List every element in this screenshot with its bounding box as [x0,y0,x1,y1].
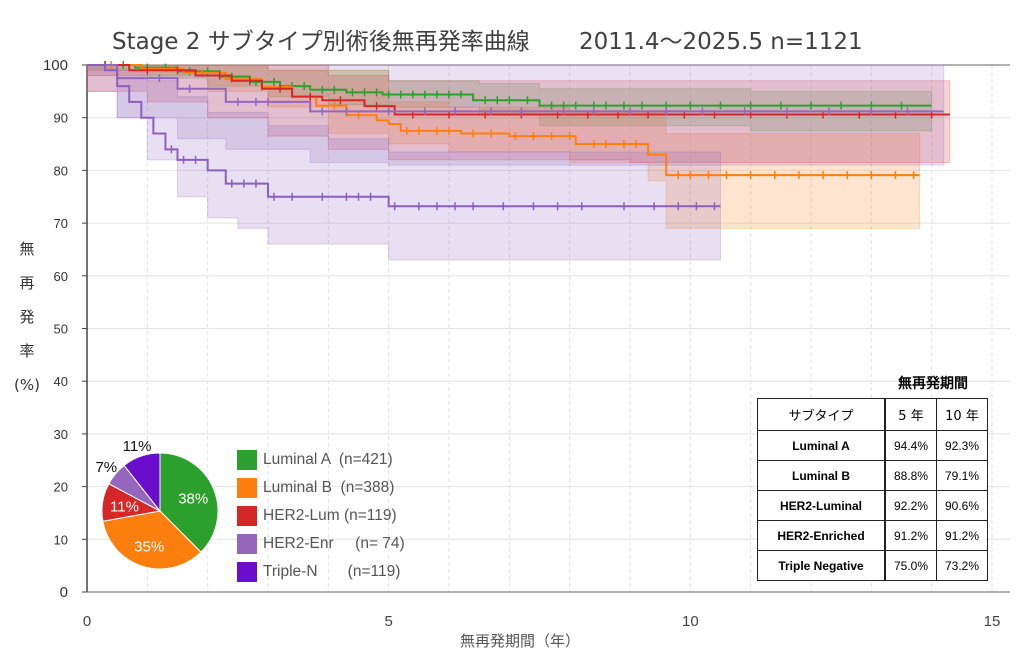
row-5yr: 94.4% [884,430,937,461]
legend-item: HER2-Lum (n=119) [237,502,405,530]
table-row: HER2-Enriched 91.2% 91.2% [757,520,988,551]
row-5yr: 88.8% [884,460,937,491]
y-label-char: 発 [19,308,35,326]
row-5yr: 75.0% [884,550,937,581]
row-subtype: Luminal A [757,430,886,461]
y-tick-label: 30 [54,427,68,442]
chart-title: Stage 2 サブタイプ別術後無再発率曲線 2011.4〜2025.5 n=1… [112,22,863,56]
header-5yr: 5 年 [884,398,937,431]
row-10yr: 92.3% [936,430,988,461]
pie-slice-luminal-a [159,452,219,553]
header-subtype: サブタイプ [757,398,886,431]
row-10yr: 79.1% [936,460,988,491]
km-curve-luminal-b [87,64,920,177]
title-text: Stage 2 サブタイプ別術後無再発率曲線 [112,29,530,55]
y-tick-label: 0 [60,584,68,601]
km-curve-her2-lum [87,64,950,116]
table-row: Triple Negative 75.0% 73.2% [757,550,988,581]
legend-swatch [237,506,257,526]
y-tick-label: 10 [54,532,68,547]
pie-slice-luminal-b [102,510,202,570]
table-row: Luminal A 94.4% 92.3% [757,430,988,461]
row-subtype: HER2-Luminal [757,490,886,521]
legend-label: Luminal A (n=421) [263,451,393,468]
ci-band-luminal-b [86,64,921,229]
legend-label: Triple-N (n=119) [263,563,401,580]
table-row: Luminal B 88.8% 79.1% [757,460,988,491]
pie-label: 38% [178,490,208,507]
y-axis-label: 無 再 発 率 (%) [14,232,40,402]
row-10yr: 90.6% [936,490,988,521]
y-tick-label: 80 [54,163,68,178]
legend-swatch [237,534,257,554]
y-tick-label: 100 [43,57,68,74]
legend-swatch [237,478,257,498]
y-tick-label: 90 [54,111,68,126]
pie-label: 7% [95,459,117,476]
y-label-char: 再 [19,274,35,292]
table-title: 無再発期間 [898,376,968,392]
y-label-char: (%) [14,376,40,394]
table-row: HER2-Luminal 92.2% 90.6% [757,490,988,521]
legend-label: HER2-Enr (n= 74) [263,535,405,552]
row-subtype: Luminal B [757,460,886,491]
legend-swatch [237,450,257,470]
row-subtype: HER2-Enriched [757,520,886,551]
pie-label: 11% [123,438,152,455]
legend-label: Luminal B (n=388) [263,479,395,496]
km-curve-triple-n [87,64,721,208]
y-label-char: 率 [19,342,35,360]
legend-item: Luminal B (n=388) [237,474,405,502]
x-tick-label: 5 [384,613,392,630]
header-10yr: 10 年 [936,398,988,431]
row-5yr: 91.2% [884,520,937,551]
pie-slice-triple-n [123,452,161,513]
rfs-table: サブタイプ 5 年 10 年 Luminal A 94.4% 92.3% Lumin… [757,398,988,581]
y-label-char: 無 [19,240,35,258]
x-tick-label: 15 [984,613,1001,630]
x-tick-label: 10 [682,613,699,630]
y-tick-label: 20 [54,480,68,495]
row-10yr: 91.2% [936,520,988,551]
row-5yr: 92.2% [884,490,937,521]
y-tick-label: 70 [54,216,68,231]
pie-label: 35% [134,538,164,555]
pie-label: 11% [110,498,139,515]
legend: Luminal A (n=421) Luminal B (n=388) HER2… [237,446,405,586]
legend-item: HER2-Enr (n= 74) [237,530,405,558]
row-10yr: 73.2% [936,550,988,581]
legend-label: HER2-Lum (n=119) [263,507,397,524]
y-tick-label: 60 [54,269,68,284]
table-header-row: サブタイプ 5 年 10 年 [757,398,988,431]
legend-swatch [237,562,257,582]
y-tick-label: 40 [54,374,68,389]
y-tick-label: 50 [54,322,68,337]
row-subtype: Triple Negative [757,550,886,581]
legend-item: Triple-N (n=119) [237,558,405,586]
x-axis-label: 無再発期間（年） [460,632,581,650]
x-tick-label: 0 [83,613,91,630]
legend-item: Luminal A (n=421) [237,446,405,474]
subtitle-text: 2011.4〜2025.5 n=1121 [579,29,863,55]
